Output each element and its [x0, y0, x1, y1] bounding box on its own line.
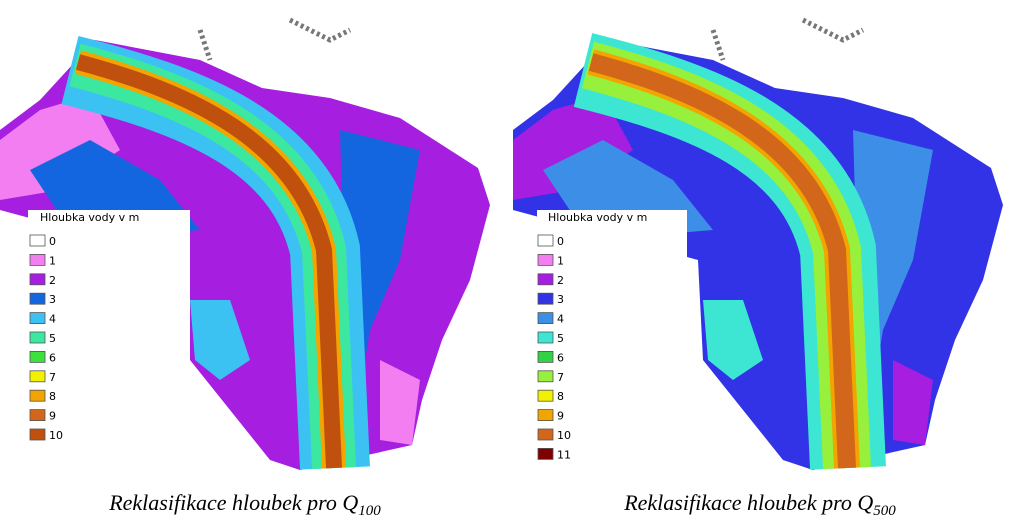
legend-swatch	[538, 448, 553, 459]
legend-swatch	[30, 235, 45, 246]
legend-swatch	[538, 274, 553, 285]
legend-swatch	[30, 332, 45, 343]
figure: Reklasifikace hloubek pro Q100 Reklasifi…	[0, 0, 1019, 527]
legend-label: 4	[557, 313, 564, 326]
legend-label: 5	[557, 332, 564, 345]
legend-label: 8	[557, 390, 564, 403]
legend-swatch	[30, 313, 45, 324]
legend-title: Hloubka vody v m	[548, 211, 647, 224]
legend-swatch	[30, 410, 45, 421]
legend-swatch	[538, 313, 553, 324]
legend-swatch	[538, 410, 553, 421]
legend-label: 8	[49, 390, 56, 403]
caption-subscript: 500	[873, 503, 896, 519]
legend-label: 6	[557, 351, 564, 364]
legend-swatch	[30, 351, 45, 362]
legend-swatch	[538, 332, 553, 343]
caption-text: Reklasifikace hloubek pro Q	[623, 490, 873, 515]
legend-label: 10	[49, 429, 63, 442]
legend-swatch	[538, 293, 553, 304]
legend-swatch	[538, 235, 553, 246]
legend-swatch	[538, 429, 553, 440]
legend-swatch	[30, 371, 45, 382]
legend-label: 3	[49, 293, 56, 306]
legend-label: 1	[557, 254, 564, 267]
legend-label: 9	[49, 410, 56, 423]
legend-title: Hloubka vody v m	[40, 211, 139, 224]
caption-subscript: 100	[358, 503, 381, 519]
legend-swatch	[30, 293, 45, 304]
legend-label: 9	[557, 410, 564, 423]
legend-label: 11	[557, 448, 571, 461]
legend-swatch	[538, 390, 553, 401]
page: Reklasifikace hloubek pro Q100 Reklasifi…	[0, 0, 1019, 527]
legend-swatch	[538, 351, 553, 362]
legend-label: 0	[49, 235, 56, 248]
caption-text: Reklasifikace hloubek pro Q	[108, 490, 358, 515]
legend-label: 2	[557, 274, 564, 287]
caption: Reklasifikace hloubek pro Q100	[108, 490, 381, 519]
legend-label: 10	[557, 429, 571, 442]
legend-label: 2	[49, 274, 56, 287]
legend-swatch	[30, 254, 45, 265]
legend-swatch	[30, 274, 45, 285]
legend-swatch	[538, 254, 553, 265]
map-right	[513, 20, 1003, 472]
legend-swatch	[30, 429, 45, 440]
legend-label: 1	[49, 254, 56, 267]
legend-label: 7	[557, 371, 564, 384]
legend-label: 5	[49, 332, 56, 345]
legend-label: 3	[557, 293, 564, 306]
caption: Reklasifikace hloubek pro Q500	[623, 490, 896, 519]
legend-label: 0	[557, 235, 564, 248]
legend-swatch	[538, 371, 553, 382]
legend-label: 4	[49, 313, 56, 326]
legend-label: 6	[49, 351, 56, 364]
legend-swatch	[30, 390, 45, 401]
legend-label: 7	[49, 371, 56, 384]
map-left	[0, 20, 490, 472]
